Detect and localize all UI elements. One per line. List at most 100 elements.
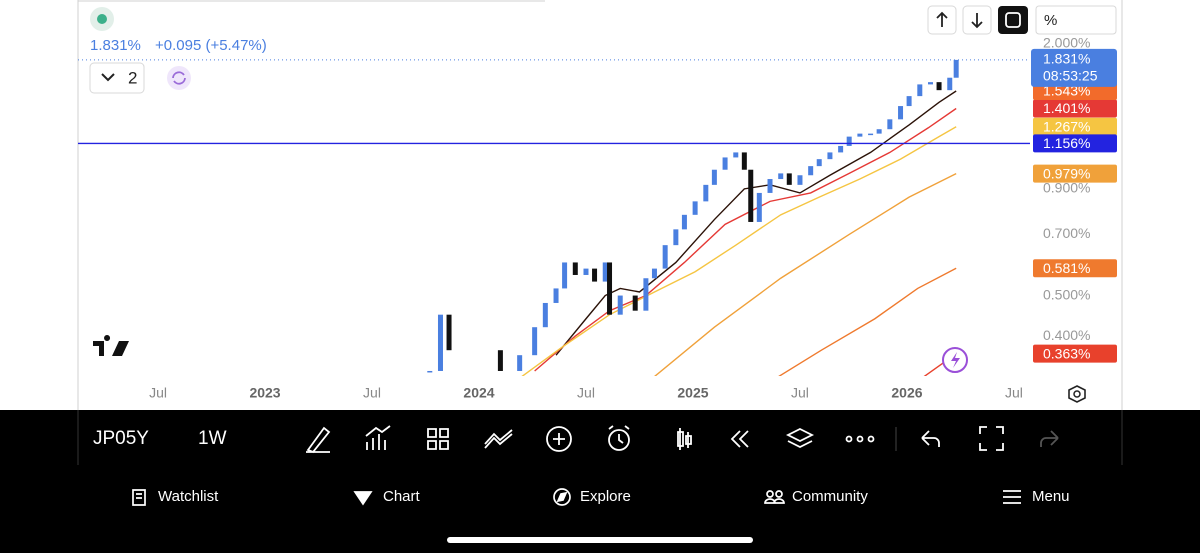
add-icon (553, 433, 565, 445)
toolbar (0, 410, 1200, 465)
x-tick-label: 2023 (249, 385, 280, 401)
candle (797, 175, 803, 185)
indicators-tool[interactable] (365, 425, 391, 450)
x-tick-label: Jul (577, 385, 595, 401)
nav-explore[interactable]: Explore (580, 488, 631, 505)
series-price-label-bg (1033, 164, 1117, 183)
moving-average (654, 172, 957, 376)
x-tick-label: 2024 (463, 385, 494, 401)
watchlist-icon (132, 489, 146, 506)
more-dot[interactable] (856, 435, 864, 443)
candle (651, 268, 657, 279)
add-tool[interactable] (546, 426, 572, 452)
menu-icon (1003, 490, 1021, 504)
price-label-bg (1031, 48, 1117, 87)
arrow-down-icon (971, 13, 983, 29)
scale-mode-select[interactable] (1035, 5, 1117, 35)
nav-community[interactable]: Community (792, 488, 868, 505)
x-tick-label: Jul (791, 385, 809, 401)
series-price-label: 1.401% (1043, 100, 1090, 116)
y-tick-label: 0.900% (1043, 180, 1090, 196)
candle (643, 278, 649, 311)
more-dot[interactable] (867, 435, 875, 443)
auto-scale-icon (1005, 12, 1021, 28)
layers-tool[interactable] (785, 427, 815, 449)
candle (437, 314, 443, 371)
candle (602, 262, 608, 282)
moving-average (521, 126, 957, 376)
candle (532, 327, 538, 356)
settings-button[interactable] (1068, 385, 1086, 403)
undo-tool[interactable] (921, 430, 940, 447)
home-indicator (447, 537, 753, 543)
moving-average (534, 107, 957, 372)
series-price-label: 1.267% (1043, 118, 1090, 134)
price-axis: 2.000% 0.900% 0.700% 0.500% 0.400% 0.363% 0.58… (1031, 35, 1117, 363)
hline-label-bg (1033, 134, 1117, 153)
candle (936, 82, 942, 91)
candle (427, 370, 433, 373)
community-icon (766, 490, 774, 498)
community-icon (775, 490, 783, 498)
chart-style-tool[interactable] (677, 428, 692, 450)
x-tick-label: Jul (363, 385, 381, 401)
candle (748, 169, 754, 222)
alert-tool[interactable] (608, 429, 630, 451)
status-dot (97, 14, 107, 24)
chart-icon (353, 491, 373, 506)
candle (868, 133, 874, 136)
alarm-icon (608, 425, 630, 444)
scale-mode: % (1044, 12, 1057, 29)
candle (572, 262, 578, 275)
settings-icon (1073, 390, 1081, 398)
candle (741, 152, 747, 170)
price-label: 1.831% (1043, 51, 1090, 67)
y-tick-label: 2.000% (1043, 35, 1090, 51)
logo (93, 335, 129, 356)
series-price-label-bg (1033, 99, 1117, 118)
candle (906, 96, 912, 107)
hline-label: 1.156% (1043, 135, 1090, 151)
candle (887, 119, 893, 130)
nav-chart[interactable]: Chart (383, 488, 421, 505)
candle (778, 173, 784, 180)
series-price-label: 0.363% (1043, 345, 1090, 361)
redo-tool[interactable] (1040, 430, 1059, 447)
more-dot[interactable] (845, 435, 853, 443)
header-change: +0.095 (+5.47%) (155, 37, 267, 54)
candle (607, 262, 613, 315)
candle (542, 302, 548, 328)
x-tick-label: 2026 (891, 385, 922, 401)
layout-button[interactable] (89, 62, 145, 94)
compare-tool[interactable] (484, 429, 513, 449)
replay-tool[interactable] (730, 430, 749, 448)
candle (876, 129, 882, 134)
interval[interactable]: 1W (198, 428, 227, 449)
candle (517, 355, 523, 371)
candle (733, 152, 739, 158)
series-price-label-bg (1033, 344, 1117, 363)
nav-watchlist[interactable]: Watchlist (158, 488, 219, 505)
sync-button[interactable] (167, 66, 191, 90)
candle (808, 166, 814, 176)
auto-scale-button[interactable] (998, 6, 1028, 34)
candle (722, 157, 728, 170)
toolbar-icons (306, 425, 1059, 454)
candle (816, 159, 822, 167)
candle (786, 173, 792, 185)
templates-tool[interactable] (427, 428, 449, 450)
brush-tool[interactable] (306, 426, 331, 454)
candle (838, 145, 844, 153)
nav-menu[interactable]: Menu (1032, 488, 1070, 505)
candle (703, 184, 709, 202)
fullscreen-tool[interactable] (979, 426, 1004, 451)
candle (497, 350, 503, 371)
series-price-label: 0.581% (1043, 260, 1090, 276)
candle (553, 288, 559, 303)
candle (898, 106, 904, 120)
symbol[interactable]: JP05Y (93, 428, 149, 449)
candle (767, 179, 773, 193)
header-price: 1.831% (90, 37, 141, 54)
x-tick-label: Jul (1005, 385, 1023, 401)
